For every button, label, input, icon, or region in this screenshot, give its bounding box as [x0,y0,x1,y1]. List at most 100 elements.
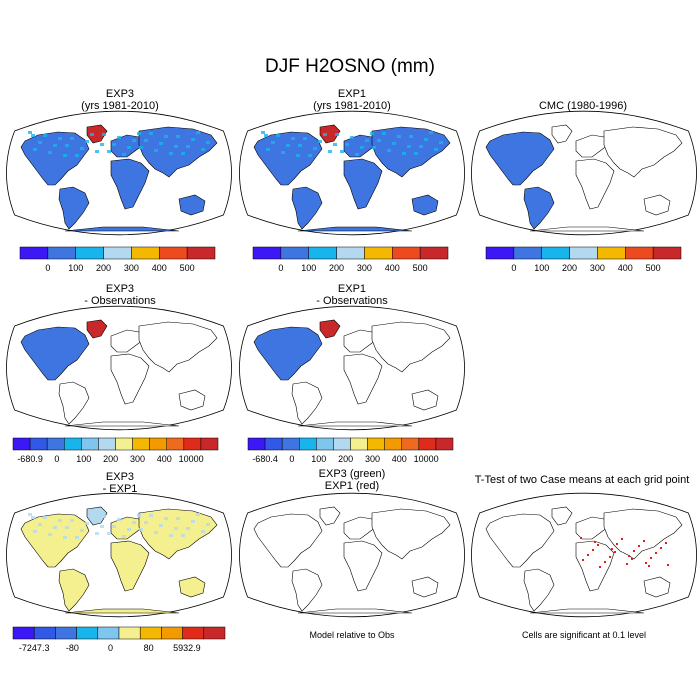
continent-af [343,540,383,592]
colorbar-tick-label: 300 [357,263,372,273]
significant-cell [592,549,594,551]
colorbar-tick-label: 500 [180,263,195,273]
snow-cell [139,528,143,531]
colorbar-tick-label: 300 [365,454,380,464]
snow-cell [365,139,369,142]
significant-cell [594,541,596,543]
significant-cell [650,557,652,559]
colorbar-tick-label: 300 [130,454,145,464]
panel-title-line1: EXP3 [105,471,135,483]
snow-cell [387,149,391,152]
snow-cell [370,132,374,135]
snow-cell [122,535,126,538]
significant-cell [609,556,611,558]
continent-gl [86,319,108,339]
snow-cell [65,144,69,147]
snow-cell [298,144,302,147]
panel-title-line2: - Observations [84,295,156,307]
panel-title-line2: EXP1 (red) [324,480,380,492]
snow-cell [107,532,111,535]
significant-cell [645,562,647,564]
snow-cell [132,521,136,524]
colorbar-tick-label: 0 [289,454,294,464]
colorbar-exp1-obs: -680.4 0 100 200 300 400 10000 [247,437,454,464]
continent-na [20,326,90,381]
snow-cell [323,133,327,136]
snow-cell [264,134,268,137]
continent-as [371,126,451,178]
continent-au [411,576,439,598]
snow-cell [281,151,285,154]
colorbar-swatch [64,437,82,451]
colorbar-swatch [597,246,626,260]
snow-cell [159,142,163,145]
colorbar-swatch [139,626,162,640]
colorbar-swatch [115,437,133,451]
snow-cell [80,529,84,532]
continent-na [20,513,90,568]
snow-cell [149,514,153,517]
snow-cell [58,519,62,522]
snow-cell [191,138,195,141]
snow-cell [377,139,381,142]
snow-cell [33,530,37,533]
snow-cell [276,134,280,137]
colorbar-swatch [299,437,317,451]
significant-cell [616,543,618,545]
snow-cell [53,526,57,529]
snow-cell [186,145,190,148]
panel-title-exp3-obs: EXP3 - Observations [20,283,220,307]
colorbar-swatch [98,437,116,451]
snow-cell [355,153,359,156]
snow-cell [318,140,322,143]
colorbar-swatch [418,437,437,451]
continent-af [575,158,615,210]
significant-cell [597,544,599,546]
panel-title-line2: - Observations [316,295,388,307]
snow-cell [127,146,131,149]
continent-gl [86,506,108,526]
colorbar-tick-label: -680.9 [17,454,43,464]
colorbar-swatch [569,246,598,260]
snow-cell [48,151,52,154]
colorbar-swatch [350,437,368,451]
colorbar-tick-label: 200 [103,454,118,464]
colorbar-swatch [252,246,282,260]
colorbar-swatch [392,246,421,260]
continent-ant [529,608,645,614]
continent-as [371,321,451,373]
note-model-relative: Model relative to Obs [309,630,395,640]
snow-cell [340,150,344,153]
continent-au [411,194,439,216]
colorbar-tick-label: 200 [329,263,344,273]
significant-cell [587,554,589,556]
snow-cell [434,148,438,151]
snow-cell [38,523,42,526]
snow-cell [169,534,173,537]
snow-cell [176,517,180,520]
colorbar-tick-label: 0 [45,263,50,273]
snow-cell [296,154,300,157]
snow-cell [53,144,57,147]
continent-au [411,389,439,411]
colorbar-swatch [182,626,205,640]
map-panel-green-red [239,492,465,618]
continent-sa [291,381,323,425]
colorbar-swatch [161,626,183,640]
snow-cell [271,141,275,144]
panel-title-exp3-exp1: EXP3 - EXP1 [20,471,220,495]
continent-gl [551,506,573,526]
colorbar-swatch [541,246,570,260]
snow-cell [31,134,35,137]
continent-na [253,513,323,568]
snow-cell [63,536,67,539]
snow-cell [127,528,131,531]
snow-cell [261,131,265,134]
snow-cell [392,142,396,145]
snow-cell [345,143,349,146]
continent-sa [291,568,323,612]
colorbar-tick-label: -7247.3 [19,643,50,653]
significant-cell [614,551,616,553]
snow-cell [360,146,364,149]
colorbar-tick-label: 500 [646,263,661,273]
